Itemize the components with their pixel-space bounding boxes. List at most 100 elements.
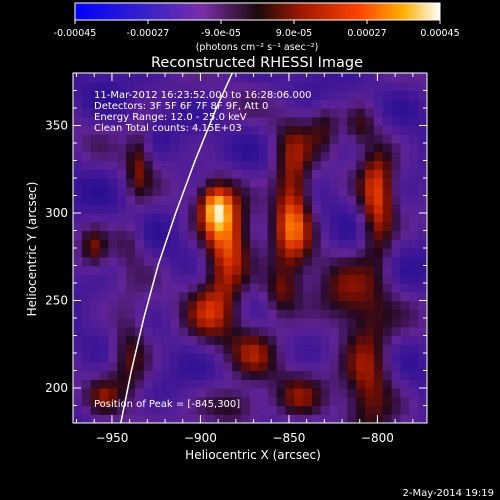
heatmap-cell [373, 318, 384, 328]
heatmap-cell [188, 204, 198, 214]
heatmap-cell [81, 344, 92, 354]
heatmap-cell [223, 344, 233, 354]
heatmap-cell [409, 186, 419, 197]
heatmap-cell [373, 221, 384, 232]
heatmap-cell [418, 405, 427, 415]
heatmap-cell [373, 405, 384, 415]
heatmap-cell [276, 370, 286, 380]
heatmap-cell [214, 81, 225, 92]
heatmap-cell [214, 318, 225, 328]
heatmap-cell [117, 73, 127, 83]
heatmap-cell [134, 283, 145, 293]
heatmap-cell [152, 239, 163, 249]
heatmap-cell [373, 335, 384, 345]
heatmap-cell [418, 414, 427, 423]
heatmap-cell [294, 169, 304, 179]
heatmap-cell [365, 283, 375, 293]
heatmap-cell [365, 195, 375, 205]
heatmap-cell [73, 239, 83, 249]
heatmap-cell [311, 169, 322, 179]
heatmap-cell [258, 396, 269, 407]
heatmap-cell [400, 108, 410, 118]
heatmap-cell [232, 221, 242, 232]
heatmap-cell [373, 256, 384, 267]
heatmap-cell [258, 134, 269, 144]
heatmap-cell [90, 73, 101, 83]
heatmap-cell [303, 361, 313, 372]
heatmap-cell [223, 274, 233, 284]
heatmap-cell [90, 379, 101, 389]
heatmap-cell [205, 396, 216, 407]
heatmap-cell [250, 388, 260, 398]
heatmap-cell [214, 248, 225, 258]
heatmap-cell [241, 81, 251, 92]
heatmap-cell [126, 388, 136, 398]
heatmap-cell [409, 90, 419, 100]
heatmap-cell [108, 335, 118, 345]
heatmap-cell [214, 309, 225, 319]
heatmap-cell [196, 256, 207, 267]
heatmap-cell [196, 239, 207, 249]
heatmap-cell [241, 125, 251, 135]
heatmap-cell [90, 344, 101, 354]
heatmap-cell [320, 73, 331, 83]
heatmap-cell [382, 195, 393, 205]
heatmap-cell [232, 283, 242, 293]
heatmap-cell [90, 151, 101, 162]
heatmap-cell [99, 108, 109, 118]
heatmap-cell [267, 230, 278, 240]
heatmap-cell [126, 73, 136, 83]
heatmap-cell [329, 370, 340, 380]
heatmap-cell [285, 396, 295, 407]
heatmap-cell [117, 335, 127, 345]
heatmap-cell [241, 265, 251, 275]
heatmap-cell [409, 73, 419, 83]
heatmap-cell [99, 414, 109, 423]
heatmap-cell [347, 186, 357, 197]
heatmap-cell [143, 283, 154, 293]
heatmap-cell [311, 178, 322, 188]
heatmap-cell [188, 353, 198, 363]
x-tick-label: −950 [95, 431, 128, 445]
heatmap-cell [223, 134, 233, 144]
heatmap-cell [99, 379, 109, 389]
heatmap-cell [214, 361, 225, 372]
heatmap-cell [250, 204, 260, 214]
heatmap-cell [99, 213, 109, 223]
heatmap-cell [365, 405, 375, 415]
heatmap-cell [223, 379, 233, 389]
heatmap-cell [258, 335, 269, 345]
heatmap-cell [179, 318, 189, 328]
heatmap-cell [250, 178, 260, 188]
heatmap-cell [347, 405, 357, 415]
heatmap-cell [170, 265, 180, 275]
heatmap-cell [81, 230, 92, 240]
heatmap-cell [223, 151, 233, 162]
heatmap-cell [126, 143, 136, 153]
heatmap-cell [196, 309, 207, 319]
heatmap-cell [258, 221, 269, 232]
heatmap-cell [329, 204, 340, 214]
heatmap-cell [338, 178, 348, 188]
x-tick-label: −800 [361, 431, 394, 445]
heatmap-cell [90, 274, 101, 284]
heatmap-cell [311, 213, 322, 223]
heatmap-cell [267, 81, 278, 92]
heatmap-cell [143, 344, 154, 354]
heatmap-cell [241, 361, 251, 372]
heatmap-cell [418, 116, 427, 127]
heatmap-cell [250, 309, 260, 319]
heatmap-cell [258, 361, 269, 372]
heatmap-cell [356, 283, 366, 293]
heatmap-cell [294, 265, 304, 275]
heatmap-cell [250, 186, 260, 197]
heatmap-cell [179, 265, 189, 275]
heatmap-cell [391, 256, 402, 267]
heatmap-cell [303, 396, 313, 407]
heatmap-cell [108, 108, 118, 118]
heatmap-cell [356, 169, 366, 179]
heatmap-cell [223, 309, 233, 319]
heatmap-cell [214, 221, 225, 232]
heatmap-cell [311, 99, 322, 109]
heatmap-cell [241, 221, 251, 232]
